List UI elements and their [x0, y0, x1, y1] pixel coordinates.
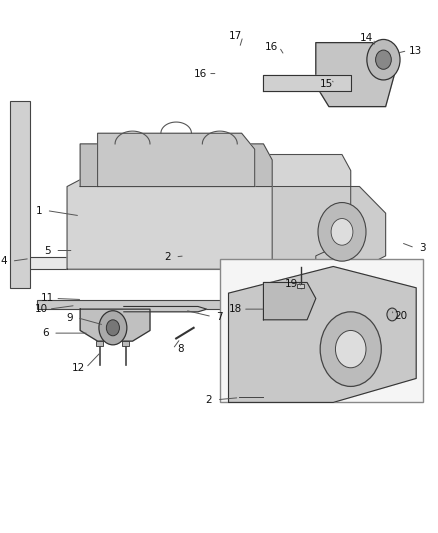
Text: 8: 8 [177, 344, 184, 354]
Circle shape [318, 203, 366, 261]
Text: 16: 16 [265, 42, 278, 52]
FancyBboxPatch shape [11, 101, 30, 288]
FancyBboxPatch shape [123, 341, 130, 346]
Text: 14: 14 [359, 34, 373, 43]
FancyBboxPatch shape [24, 257, 364, 269]
Text: 4: 4 [0, 256, 7, 266]
Polygon shape [67, 155, 351, 269]
Text: 19: 19 [285, 279, 298, 288]
Polygon shape [272, 187, 385, 269]
Circle shape [336, 330, 366, 368]
Circle shape [320, 312, 381, 386]
Circle shape [99, 311, 127, 345]
Circle shape [376, 50, 391, 69]
Polygon shape [316, 43, 394, 107]
Text: 15: 15 [320, 79, 333, 89]
Text: 6: 6 [42, 328, 49, 338]
Polygon shape [263, 282, 316, 320]
Text: 17: 17 [229, 31, 242, 41]
Text: 3: 3 [420, 243, 426, 253]
FancyBboxPatch shape [220, 259, 423, 402]
Circle shape [331, 219, 353, 245]
Text: 1: 1 [35, 206, 42, 215]
Text: 7: 7 [216, 312, 223, 321]
Polygon shape [124, 306, 207, 312]
Circle shape [387, 308, 397, 321]
FancyBboxPatch shape [297, 284, 304, 288]
Polygon shape [80, 309, 150, 341]
Text: 18: 18 [229, 304, 242, 314]
Text: 10: 10 [34, 304, 47, 314]
Polygon shape [263, 75, 351, 91]
Text: 13: 13 [409, 46, 422, 55]
Polygon shape [98, 133, 255, 187]
Text: 2: 2 [205, 395, 212, 405]
Polygon shape [80, 144, 272, 187]
Text: 20: 20 [394, 311, 407, 320]
Circle shape [367, 39, 400, 80]
Text: 16: 16 [194, 69, 207, 78]
FancyBboxPatch shape [96, 341, 103, 346]
FancyBboxPatch shape [36, 300, 276, 309]
Polygon shape [229, 266, 416, 402]
Circle shape [106, 320, 120, 336]
Text: 12: 12 [71, 363, 85, 373]
Text: 9: 9 [66, 313, 73, 322]
Text: 5: 5 [44, 246, 51, 255]
Text: 11: 11 [41, 294, 54, 303]
Text: 2: 2 [164, 252, 171, 262]
